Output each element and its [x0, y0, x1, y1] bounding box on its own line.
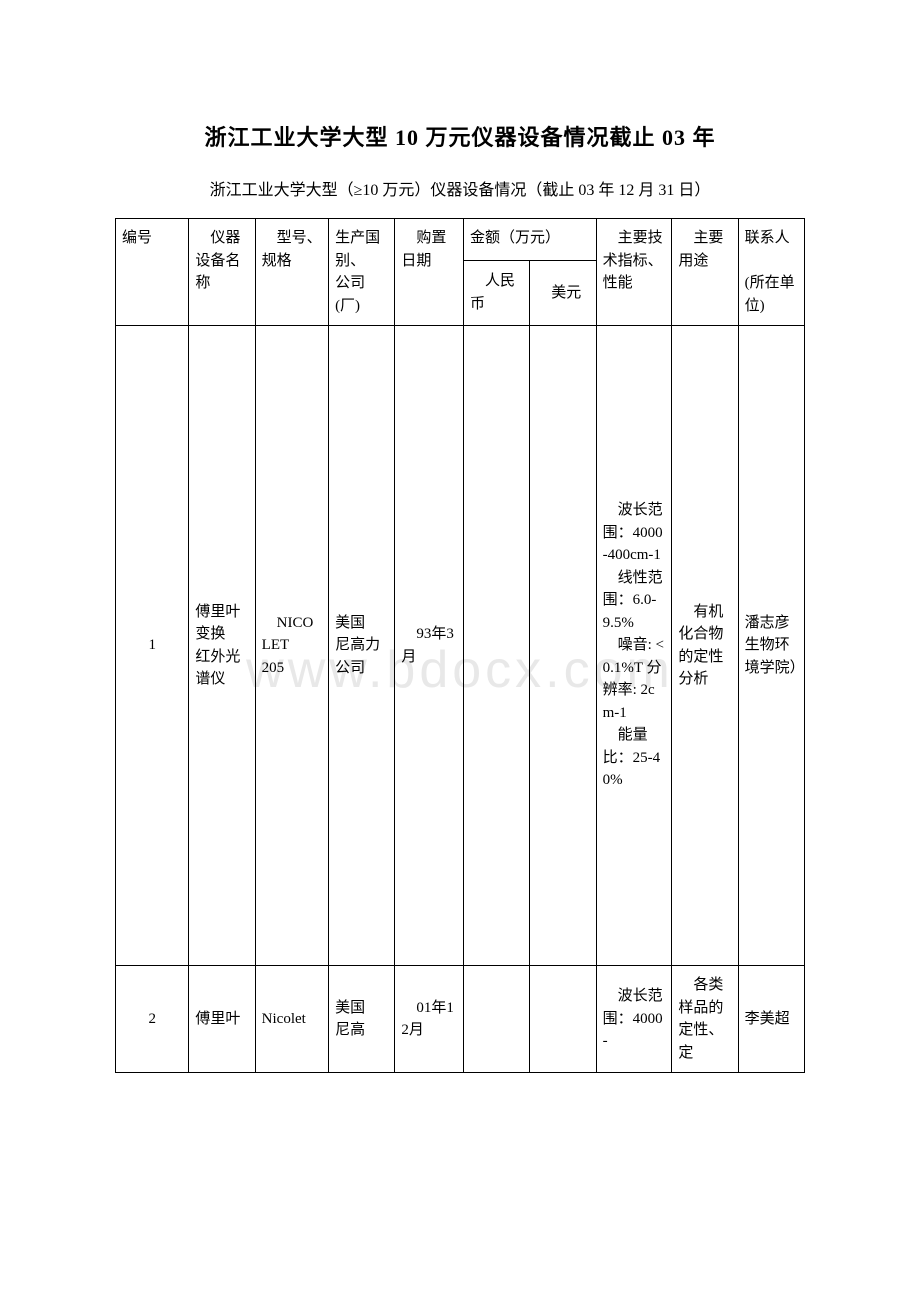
header-rmb: 人民币: [464, 260, 530, 325]
header-usd: 美元: [530, 260, 596, 325]
cell-name: 傅里叶: [189, 966, 255, 1073]
header-amount-group: 金额（万元）: [464, 219, 597, 261]
page-title: 浙江工业大学大型 10 万元仪器设备情况截止 03 年: [115, 120, 805, 152]
cell-date: 93年3月: [395, 326, 464, 966]
cell-contact: 李美超: [738, 966, 804, 1073]
cell-spec: 波长范围：4000-400cm-1 线性范围：6.0-9.5% 噪音: <0.1…: [596, 326, 672, 966]
cell-use: 各类样品的定性、定: [672, 966, 738, 1073]
cell-origin: 美国尼高: [329, 966, 395, 1073]
cell-rmb: [464, 326, 530, 966]
cell-usd: [530, 966, 596, 1073]
cell-rmb: [464, 966, 530, 1073]
header-id: 编号: [116, 219, 189, 326]
cell-use: 有机化合物的定性分析: [672, 326, 738, 966]
cell-contact: 潘志彦生物环境学院）: [738, 326, 804, 966]
header-spec: 主要技术指标、性能: [596, 219, 672, 326]
header-date: 购置日期: [395, 219, 464, 326]
cell-origin: 美国尼高力公司: [329, 326, 395, 966]
table-row: 1 傅里叶变换红外光谱仪 NICOLET205 美国尼高力公司 93年3月 波长…: [116, 326, 805, 966]
header-name: 仪器设备名称: [189, 219, 255, 326]
page-subtitle: 浙江工业大学大型（≥10 万元）仪器设备情况（截止 03 年 12 月 31 日…: [115, 176, 805, 200]
header-contact: 联系人(所在单位): [738, 219, 804, 326]
cell-name: 傅里叶变换红外光谱仪: [189, 326, 255, 966]
cell-model: Nicolet: [255, 966, 328, 1073]
cell-id: 1: [116, 326, 189, 966]
equipment-table: 编号 仪器设备名称 型号、规格 生产国别、公司(厂) 购置日期 金额（万元） 主…: [115, 218, 805, 1073]
header-model: 型号、规格: [255, 219, 328, 326]
header-use: 主要用途: [672, 219, 738, 326]
cell-id: 2: [116, 966, 189, 1073]
table-row: 2 傅里叶 Nicolet 美国尼高 01年12月 波长范围：4000- 各类样…: [116, 966, 805, 1073]
document-content: 浙江工业大学大型 10 万元仪器设备情况截止 03 年 浙江工业大学大型（≥10…: [115, 120, 805, 1073]
table-header-row-1: 编号 仪器设备名称 型号、规格 生产国别、公司(厂) 购置日期 金额（万元） 主…: [116, 219, 805, 261]
cell-spec: 波长范围：4000-: [596, 966, 672, 1073]
cell-date: 01年12月: [395, 966, 464, 1073]
cell-model: NICOLET205: [255, 326, 328, 966]
header-origin: 生产国别、公司(厂): [329, 219, 395, 326]
cell-usd: [530, 326, 596, 966]
